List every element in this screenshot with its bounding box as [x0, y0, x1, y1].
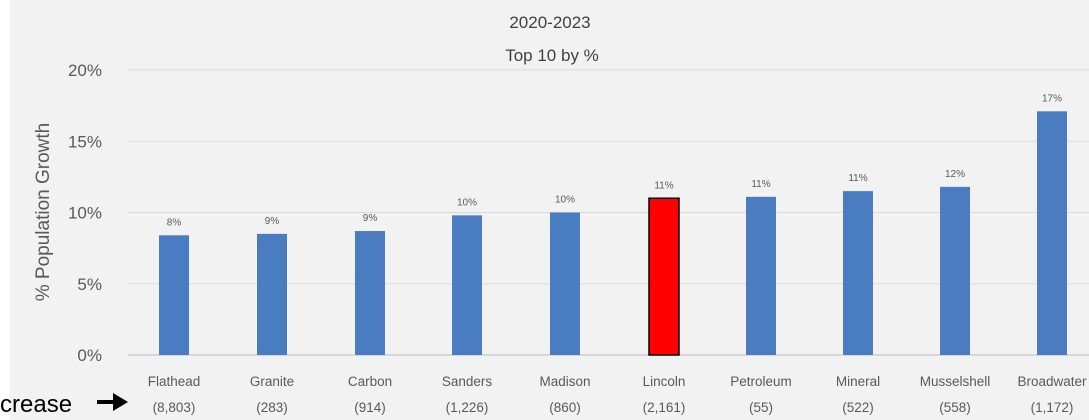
y-tick-labels: 0% 5% 10% 15% 20% [68, 61, 102, 365]
bar-lincoln [648, 197, 680, 356]
category-count-label: (860) [549, 400, 581, 415]
category-count-label: (558) [939, 400, 971, 415]
arrow-icon [97, 393, 128, 411]
category-count-label: (1,226) [446, 400, 489, 415]
side-note-text: crease [0, 391, 72, 418]
bar-musselshell [940, 186, 970, 355]
category-count-label: (914) [354, 400, 386, 415]
chart-subtitle-line-2: Top 10 by % [505, 46, 599, 65]
category-label: Madison [539, 374, 590, 389]
data-label: 10% [457, 197, 477, 208]
data-label: 11% [848, 173, 867, 184]
category-label: Musselshell [920, 374, 991, 389]
bar-carbon [355, 231, 385, 355]
category-label: Lincoln [643, 374, 686, 389]
bar-flathead [159, 235, 189, 355]
y-tick-label: 10% [68, 204, 102, 223]
category-label: Sanders [442, 374, 493, 389]
bar-petroleum [746, 196, 776, 355]
data-label: 10% [555, 195, 575, 206]
category-labels: Flathead (8,803) Granite (283) Carbon (914) Sa… [148, 374, 1087, 415]
data-label: 9% [363, 213, 378, 224]
category-label: Carbon [348, 374, 392, 389]
gridlines [128, 69, 1089, 356]
y-tick-label: 5% [77, 275, 102, 294]
data-label: 9% [265, 216, 280, 227]
bar-mineral [843, 191, 873, 355]
category-label: Broadwater [1017, 374, 1087, 389]
category-count-label: (283) [256, 400, 288, 415]
bar-sanders [452, 215, 482, 355]
bar-granite [257, 233, 287, 355]
data-label: 12% [945, 169, 965, 180]
data-label: 17% [1042, 93, 1062, 104]
category-count-label: (8,803) [153, 400, 196, 415]
chart-subtitle-line-1: 2020-2023 [509, 13, 590, 32]
bar-madison [550, 212, 580, 355]
data-labels: 8% 9% 9% 10% 10% 11% 11% 11% 12% 17% [167, 93, 1062, 228]
category-count-label: (522) [842, 400, 874, 415]
bars [159, 111, 1067, 356]
category-label: Granite [250, 374, 294, 389]
y-axis-label: % Population Growth [33, 123, 54, 302]
category-count-label: (55) [749, 400, 773, 415]
data-label: 11% [654, 180, 673, 191]
y-tick-label: 0% [77, 346, 102, 365]
data-label: 8% [167, 217, 182, 228]
category-label: Flathead [148, 374, 201, 389]
category-label: Petroleum [730, 374, 792, 389]
y-tick-label: 15% [68, 132, 102, 151]
y-tick-label: 20% [68, 61, 102, 80]
category-label: Mineral [836, 374, 880, 389]
data-label: 11% [751, 179, 770, 190]
category-count-label: (1,172) [1031, 400, 1074, 415]
category-count-label: (2,161) [643, 400, 686, 415]
bar-broadwater [1037, 111, 1067, 355]
